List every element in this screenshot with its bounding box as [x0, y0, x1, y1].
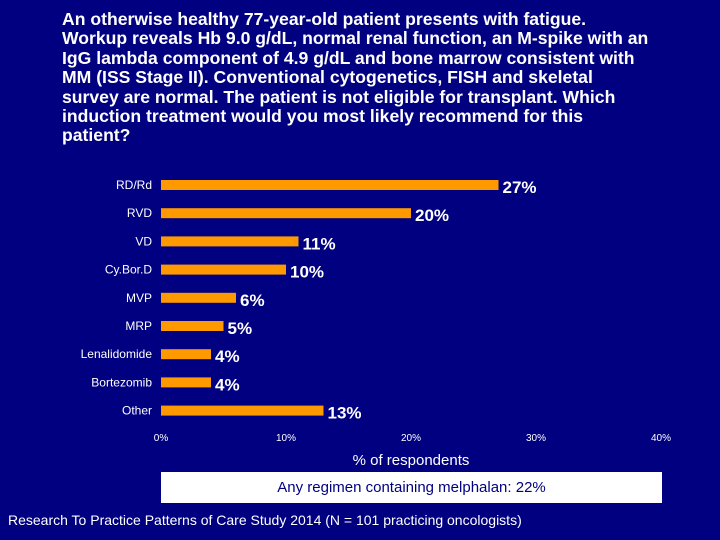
x-tick-label: 40%	[651, 433, 671, 444]
category-label: MVP	[126, 291, 152, 305]
data-label: 11%	[303, 234, 336, 253]
category-label: Cy.Bor.D	[105, 263, 152, 277]
bar-lenalidomide	[161, 349, 211, 360]
bar-mrp	[161, 321, 224, 331]
labels-group: RD/Rd 27% RVD 20% VD 11% Cy.Bor.D 10% MVP 6% MRP 5%…	[81, 178, 537, 423]
category-label: Other	[122, 404, 152, 418]
bars-group	[161, 180, 499, 416]
melphalan-note-text: Any regimen containing melphalan: 22%	[277, 479, 546, 496]
bar-chart: RD/Rd 27% RVD 20% VD 11% Cy.Bor.D 10% MVP 6% MRP 5%…	[81, 178, 672, 469]
bar-vd	[161, 236, 299, 247]
category-label: MRP	[125, 319, 152, 333]
x-tick-label: 30%	[526, 433, 546, 444]
bar-bortezomib	[161, 377, 211, 388]
data-label: 5%	[228, 319, 253, 338]
data-label: 4%	[215, 347, 240, 366]
question-text: An otherwise healthy 77-year-old patient…	[62, 9, 649, 146]
bar-mvp	[161, 292, 236, 303]
category-label: Lenalidomide	[81, 347, 153, 361]
x-tick-label: 20%	[401, 433, 421, 444]
data-label: 13%	[328, 404, 362, 423]
category-label: Bortezomib	[91, 375, 152, 389]
x-axis-title: % of respondents	[353, 452, 470, 469]
bar-rd-rd	[161, 180, 499, 190]
x-tick-label: 10%	[276, 433, 296, 444]
category-label: RVD	[127, 206, 152, 220]
data-label: 6%	[240, 291, 265, 310]
category-label: RD/Rd	[116, 178, 152, 192]
bar-cy-bor-d	[161, 264, 286, 275]
x-tick-label: 0%	[154, 433, 169, 444]
data-label: 10%	[290, 263, 324, 282]
data-label: 27%	[503, 178, 537, 197]
x-axis-ticks: 0% 10% 20% 30% 40%	[154, 433, 671, 444]
melphalan-note: Any regimen containing melphalan: 22%	[161, 472, 662, 503]
data-label: 20%	[415, 206, 449, 225]
data-label: 4%	[215, 375, 240, 394]
bar-other	[161, 405, 324, 416]
bar-rvd	[161, 208, 411, 219]
category-label: VD	[135, 234, 152, 248]
source-footnote: Research To Practice Patterns of Care St…	[8, 512, 522, 528]
